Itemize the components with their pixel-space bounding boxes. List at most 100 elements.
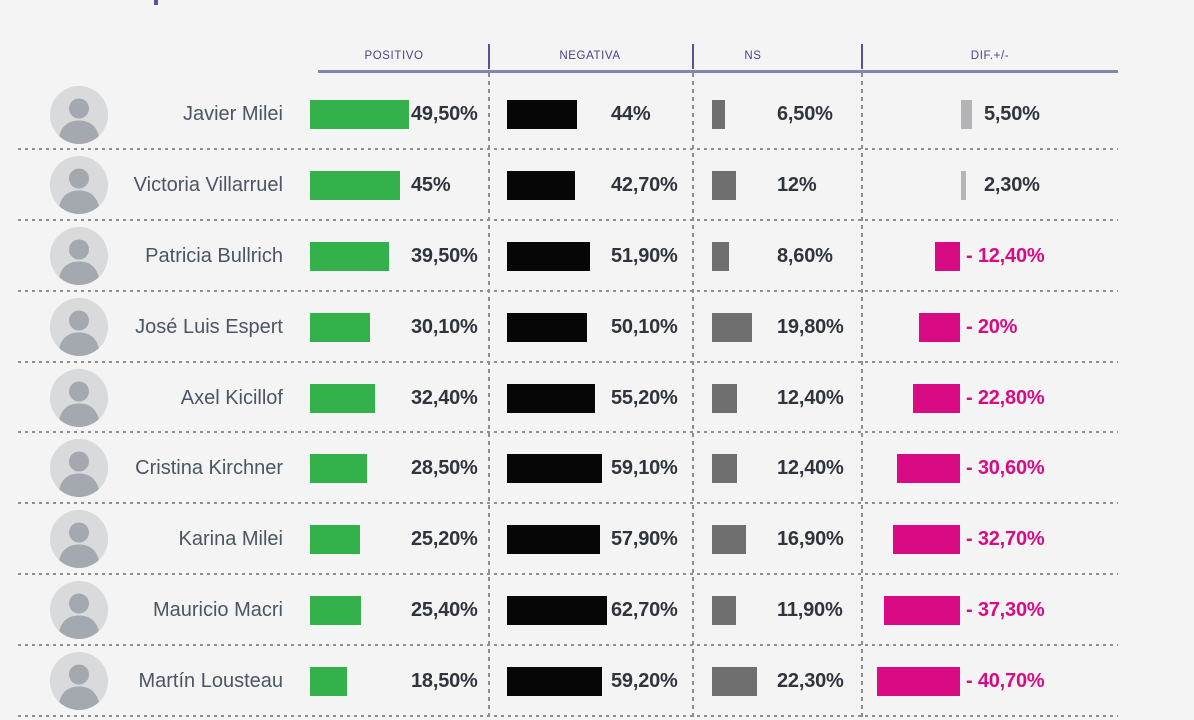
avatar [50,439,108,498]
ns-value: 12,40% [777,386,844,409]
negativa-value: 57,90% [611,528,678,551]
ns-value: 22,30% [777,669,844,692]
negativa-bar [507,241,591,271]
dif-bar [961,171,966,201]
positivo-value: 18,50% [411,669,478,692]
person-photo-icon [50,368,108,427]
avatar [50,510,108,569]
dif-bar [892,525,960,555]
positivo-bar [310,383,375,413]
column-header-negativa: NEGATIVA [559,50,621,62]
negativa-value: 59,10% [611,457,678,480]
table-row: José Luis Espert 30,10% 50,10% 19,80% - … [0,292,1194,363]
ns-value: 12,40% [777,457,844,480]
row-separator [18,573,1118,576]
table-row: Cristina Kirchner 28,50% 59,10% 12,40% -… [0,433,1194,505]
ns-value: 19,80% [777,315,844,338]
person-photo-icon [50,85,108,144]
ns-bar [712,241,730,271]
negativa-bar [507,312,588,342]
positivo-value: 30,10% [411,315,478,338]
person-photo-icon [50,227,108,286]
ns-bar [712,100,725,130]
ns-bar [712,312,752,342]
row-separator [18,431,1118,434]
person-photo-icon [50,297,108,356]
person-photo-icon [50,581,108,640]
person-name: Cristina Kirchner [135,457,283,480]
person-photo-icon [50,651,108,710]
dif-value: - 30,60% [966,457,1045,480]
dif-bar [961,100,973,130]
table-row: Victoria Villarruel 45% 42,70% 12% 2,30% [0,150,1194,222]
positivo-bar [310,241,389,271]
positivo-value: 49,50% [411,103,478,126]
negativa-value: 42,70% [611,174,678,197]
dif-value: - 22,80% [966,386,1045,409]
negativa-value: 59,20% [611,669,678,692]
header-divider-2 [692,44,694,69]
positivo-bar [310,171,400,201]
person-photo-icon [50,510,108,569]
negativa-bar [507,383,596,413]
ns-bar [712,525,746,555]
avatar [50,368,108,427]
negativa-value: 51,90% [611,244,678,267]
ns-bar [712,383,737,413]
dif-value: - 40,70% [966,669,1045,692]
avatar [50,581,108,640]
dif-value: 5,50% [984,103,1040,126]
person-name: Axel Kicillof [180,386,283,409]
table-row: Patricia Bullrich 39,50% 51,90% 8,60% - … [0,221,1194,292]
dif-bar [913,383,960,413]
dif-bar [883,595,960,625]
positivo-bar [310,100,409,130]
negativa-bar [507,525,600,555]
negativa-bar [507,171,576,201]
column-separator-1 [488,73,490,720]
column-header-ns: NS [744,50,762,62]
row-separator [18,643,1118,646]
negativa-bar [507,595,608,625]
person-name: Mauricio Macri [152,598,283,621]
dif-value: - 12,40% [966,244,1045,267]
person-name: Karina Milei [178,528,283,551]
dif-value: 2,30% [984,174,1040,197]
negativa-value: 44% [611,103,651,126]
negativa-bar [507,666,602,696]
column-header-dif: DIF.+/- [970,50,1010,62]
dif-bar [919,312,960,342]
row-separator [18,289,1118,292]
ns-bar [712,454,737,484]
person-name: Javier Milei [182,103,283,126]
ns-value: 6,50% [777,103,833,126]
ns-value: 12% [777,174,817,197]
avatar [50,227,108,286]
positivo-value: 39,50% [411,244,478,267]
positivo-bar [310,595,361,625]
positivo-value: 28,50% [411,457,478,480]
person-name: Victoria Villarruel [133,174,283,197]
person-photo-icon [50,156,108,215]
avatar [50,651,108,710]
positivo-value: 25,20% [411,528,478,551]
ns-value: 11,90% [777,598,843,621]
dif-bar [876,666,960,696]
table-row: Karina Milei 25,20% 57,90% 16,90% - 32,7… [0,504,1194,576]
ns-bar [712,171,736,201]
row-separator [18,502,1118,505]
positivo-bar [310,454,367,484]
avatar [50,156,108,215]
cropped-title-fragment [154,0,158,5]
dif-value: - 20% [966,315,1018,338]
positivo-value: 25,40% [411,598,478,621]
row-separator [18,714,1118,717]
avatar [50,297,108,356]
positivo-value: 45% [411,174,451,197]
positivo-bar [310,525,361,555]
table-row: Axel Kicillof 32,40% 55,20% 12,40% - 22,… [0,363,1194,434]
negativa-value: 50,10% [611,315,678,338]
row-separator [18,219,1118,222]
avatar [50,85,108,144]
column-header-positivo: POSITIVO [364,50,424,62]
